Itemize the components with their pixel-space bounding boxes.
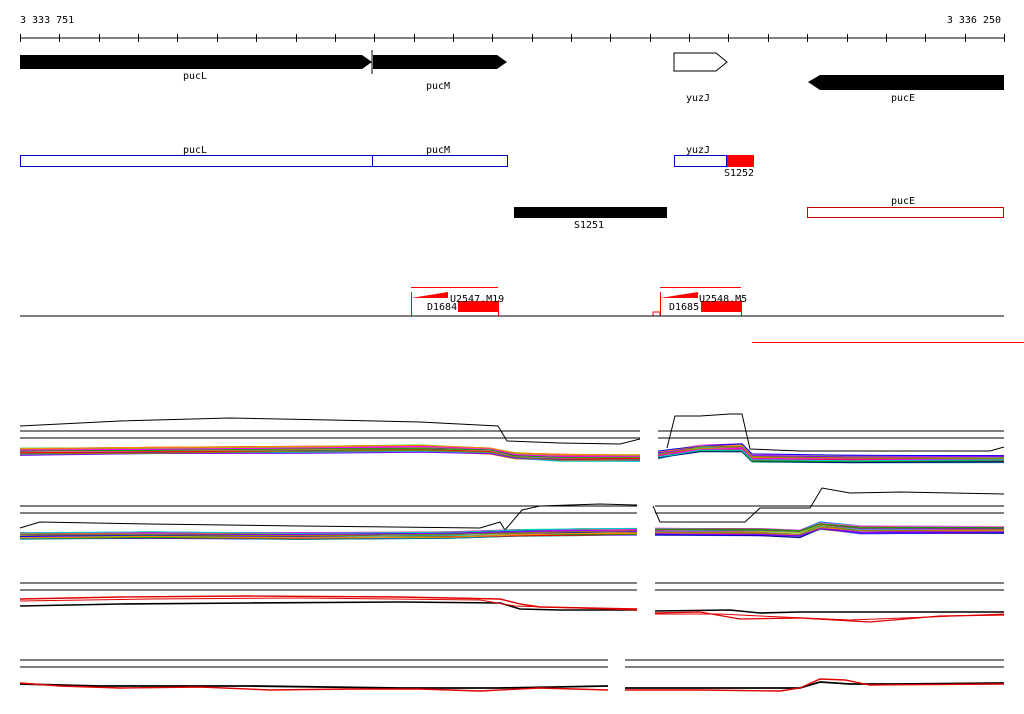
feature-marker-label: D1684 [427,302,457,313]
profile-bundle [657,443,1005,464]
transcript-box[interactable] [807,207,1004,218]
transcript-box[interactable] [727,155,754,167]
gene-track: pucL pucM yuzJ pucE [20,50,1004,104]
transcript-label: pucM [426,145,450,156]
profile-line[interactable] [19,527,638,534]
expression-panel-1 [19,413,1005,464]
profile-line[interactable] [19,444,641,456]
gene-pucL[interactable]: pucL [20,55,372,82]
transcript-box[interactable] [20,155,373,167]
profile-line[interactable] [19,445,641,457]
profile-line[interactable] [652,487,1005,523]
transcript-label: pucE [891,196,915,207]
profile-line-red[interactable] [19,597,638,611]
profile-line[interactable] [19,417,641,445]
transcript-label: yuzJ [686,145,710,156]
profile-bundle [654,521,1005,539]
profile-line[interactable] [19,449,641,461]
profile-line[interactable] [657,447,1005,461]
panel-2-left [19,503,638,540]
ruler-end-label: 3 336 250 [947,15,1001,26]
transcript-pucM[interactable]: pucM [372,145,508,167]
feature-label: U2547.M19 [450,294,504,305]
gene-yuzJ[interactable]: yuzJ [673,52,728,104]
feature-ramp [660,292,698,298]
transcript-box[interactable] [372,155,508,167]
gene-label: pucM [426,81,450,92]
profile-line[interactable] [654,523,1005,532]
feature-track: U2547.M19 D1684 U2548.M5 D1685 [20,287,1024,343]
profile-line-black[interactable] [625,681,1005,689]
gene-pucE[interactable]: pucE [808,75,1004,104]
profile-bundle [19,444,641,462]
gene-arrow[interactable] [20,55,372,69]
gene-arrow[interactable] [373,55,507,69]
profile-line[interactable] [19,531,638,537]
transcript-label: pucL [183,145,207,156]
panel-3-left [19,582,638,611]
feature-small-marker [652,311,661,316]
transcript-box[interactable] [674,155,727,167]
ruler-start-label: 3 333 751 [20,15,74,26]
gene-arrow[interactable] [808,75,1004,90]
profile-line[interactable] [19,448,641,458]
expression-panel-3 [19,582,1005,623]
panel-4-right [625,659,1005,692]
transcript-pucL[interactable]: pucL [20,145,373,167]
profile-line[interactable] [654,528,1005,537]
profile-line[interactable] [657,443,1005,457]
panel-3-right [654,582,1005,623]
gene-label: yuzJ [686,93,710,104]
profile-line[interactable] [657,449,1005,462]
panel-4-left [19,659,609,692]
profile-line-black[interactable] [654,609,1004,614]
profile-line-red[interactable] [625,678,1005,692]
transcript-yuzJ[interactable]: yuzJ [674,145,727,167]
transcript-label: S1251 [574,220,604,231]
panel-1-right [657,413,1005,464]
transcript-label: S1252 [724,168,754,179]
transcript-track: pucL pucM yuzJ S1252 S1251 pucE [20,145,1004,231]
feature-marker-label: D1685 [669,302,699,313]
transcript-box[interactable] [514,207,667,218]
transcript-pucE[interactable]: pucE [807,196,1004,218]
feature-ramp [411,292,448,298]
feature-U2547-M19[interactable]: U2547.M19 D1684 [411,287,504,317]
gene-arrow[interactable] [673,52,728,72]
panel-2-right [652,487,1005,539]
transcript-S1251[interactable]: S1251 [514,207,667,231]
profile-line[interactable] [654,525,1005,535]
gene-pucM[interactable]: pucM [373,55,507,92]
profile-line[interactable] [19,532,638,539]
transcript-S1252[interactable]: S1252 [724,155,754,179]
gene-label: pucL [183,71,207,82]
gene-label: pucE [891,93,915,104]
profile-line-red[interactable] [19,682,609,692]
profile-bundle [19,527,638,540]
coordinate-ruler: 3 333 751 3 336 250 [20,15,1005,42]
feature-box[interactable] [458,301,498,312]
profile-line[interactable] [19,503,638,531]
ruler-ticks [20,34,1005,42]
profile-line-red[interactable] [655,613,1005,621]
feature-label: U2548.M5 [699,294,747,305]
feature-U2548-M5[interactable]: U2548.M5 D1685 [660,287,747,317]
expression-panel-2 [19,487,1005,540]
profile-line-black[interactable] [19,683,609,689]
profile-line[interactable] [666,413,1005,452]
feature-box[interactable] [701,301,741,312]
expression-panel-4 [19,659,1005,692]
profile-line-black[interactable] [19,601,637,611]
profile-line[interactable] [657,445,1005,459]
panel-1-left [19,417,641,462]
